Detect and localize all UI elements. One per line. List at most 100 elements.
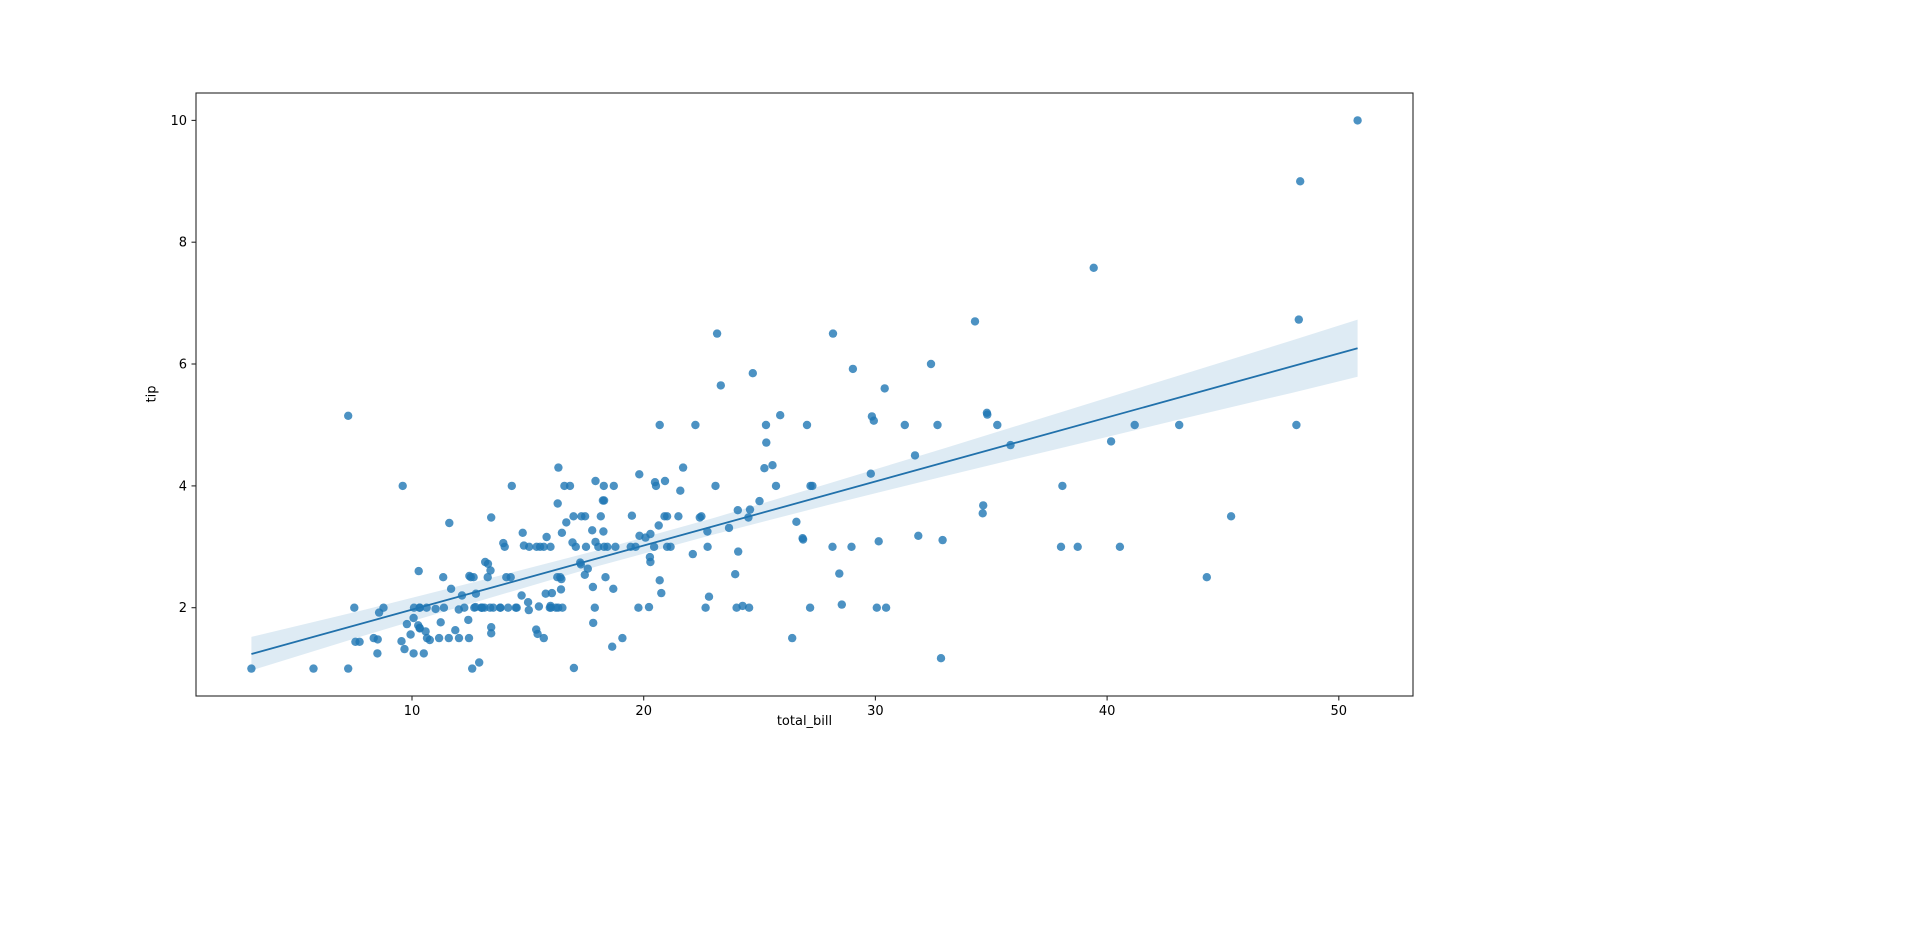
data-point [477,603,486,612]
data-point [601,573,610,582]
data-point [731,570,740,579]
data-point [344,664,353,673]
data-point [525,542,534,551]
data-point [867,412,877,421]
data-point [678,463,688,472]
data-point [627,511,637,520]
data-point [588,526,597,535]
y-tick-label: 4 [179,479,187,494]
data-point [835,569,844,578]
data-point [761,420,771,430]
data-point [626,542,635,551]
data-point [900,420,909,430]
data-point [914,531,923,540]
data-point [688,549,697,559]
data-point [398,481,407,491]
data-point [369,633,378,643]
data-point [828,329,838,338]
data-point [983,410,992,419]
data-point [1115,542,1125,551]
data-point [557,528,567,537]
data-point [599,481,608,491]
data-point [649,542,659,551]
data-point [703,542,712,551]
data-point [599,542,609,551]
data-point [541,589,550,598]
data-point [422,603,431,612]
data-point [1006,440,1015,450]
data-point [926,359,936,369]
data-point [660,512,669,521]
data-point [534,602,544,611]
data-point [553,499,562,508]
data-point [523,598,533,607]
data-point [487,623,496,632]
data-point [768,461,777,470]
data-point [468,664,477,673]
data-point [771,481,781,491]
data-point [695,513,704,522]
data-point [457,591,467,600]
data-point [419,649,428,658]
data-point [444,633,453,643]
data-point [645,552,655,562]
data-point [1353,116,1362,125]
data-point [409,613,418,623]
data-point [1226,512,1236,521]
data-point [431,604,440,614]
data-point [425,635,434,645]
data-point [760,464,769,473]
data-point [409,603,419,612]
data-point [712,329,722,338]
data-point [409,649,418,658]
data-point [355,637,364,646]
data-point [611,542,620,551]
data-point [872,603,881,612]
data-point [475,658,484,667]
data-point [542,532,551,542]
data-point [560,481,569,491]
data-point [618,633,627,643]
data-point [788,633,797,643]
data-point [402,619,412,629]
data-point [583,564,592,573]
data-point [460,603,469,612]
data-point [970,317,980,326]
data-point [1294,315,1304,324]
data-point [744,513,753,522]
data-point [1089,263,1098,272]
data-point [978,509,987,518]
confidence-band [251,319,1358,671]
data-point [591,537,600,547]
data-point [469,573,478,582]
data-point [657,588,666,598]
data-point [792,517,801,526]
data-point [373,649,382,658]
data-point [350,603,359,612]
data-point [524,605,533,615]
data-point [562,518,571,527]
data-point [762,438,771,447]
data-point [703,527,712,536]
data-point [464,633,474,643]
data-point [439,573,448,582]
data-point [733,506,742,515]
data-point [979,501,988,510]
data-point [881,603,891,612]
data-point [569,663,579,673]
data-point [445,518,454,528]
data-point [609,584,618,593]
data-point [483,559,493,568]
data-point [517,591,526,600]
data-point [489,603,498,612]
data-point [547,588,557,598]
data-point [676,486,685,495]
data-point [599,527,608,536]
data-point [1058,481,1067,491]
data-point [755,496,764,506]
data-point [496,603,505,612]
data-point [910,451,920,460]
data-point [503,603,513,612]
x-tick-label: 30 [867,704,884,719]
